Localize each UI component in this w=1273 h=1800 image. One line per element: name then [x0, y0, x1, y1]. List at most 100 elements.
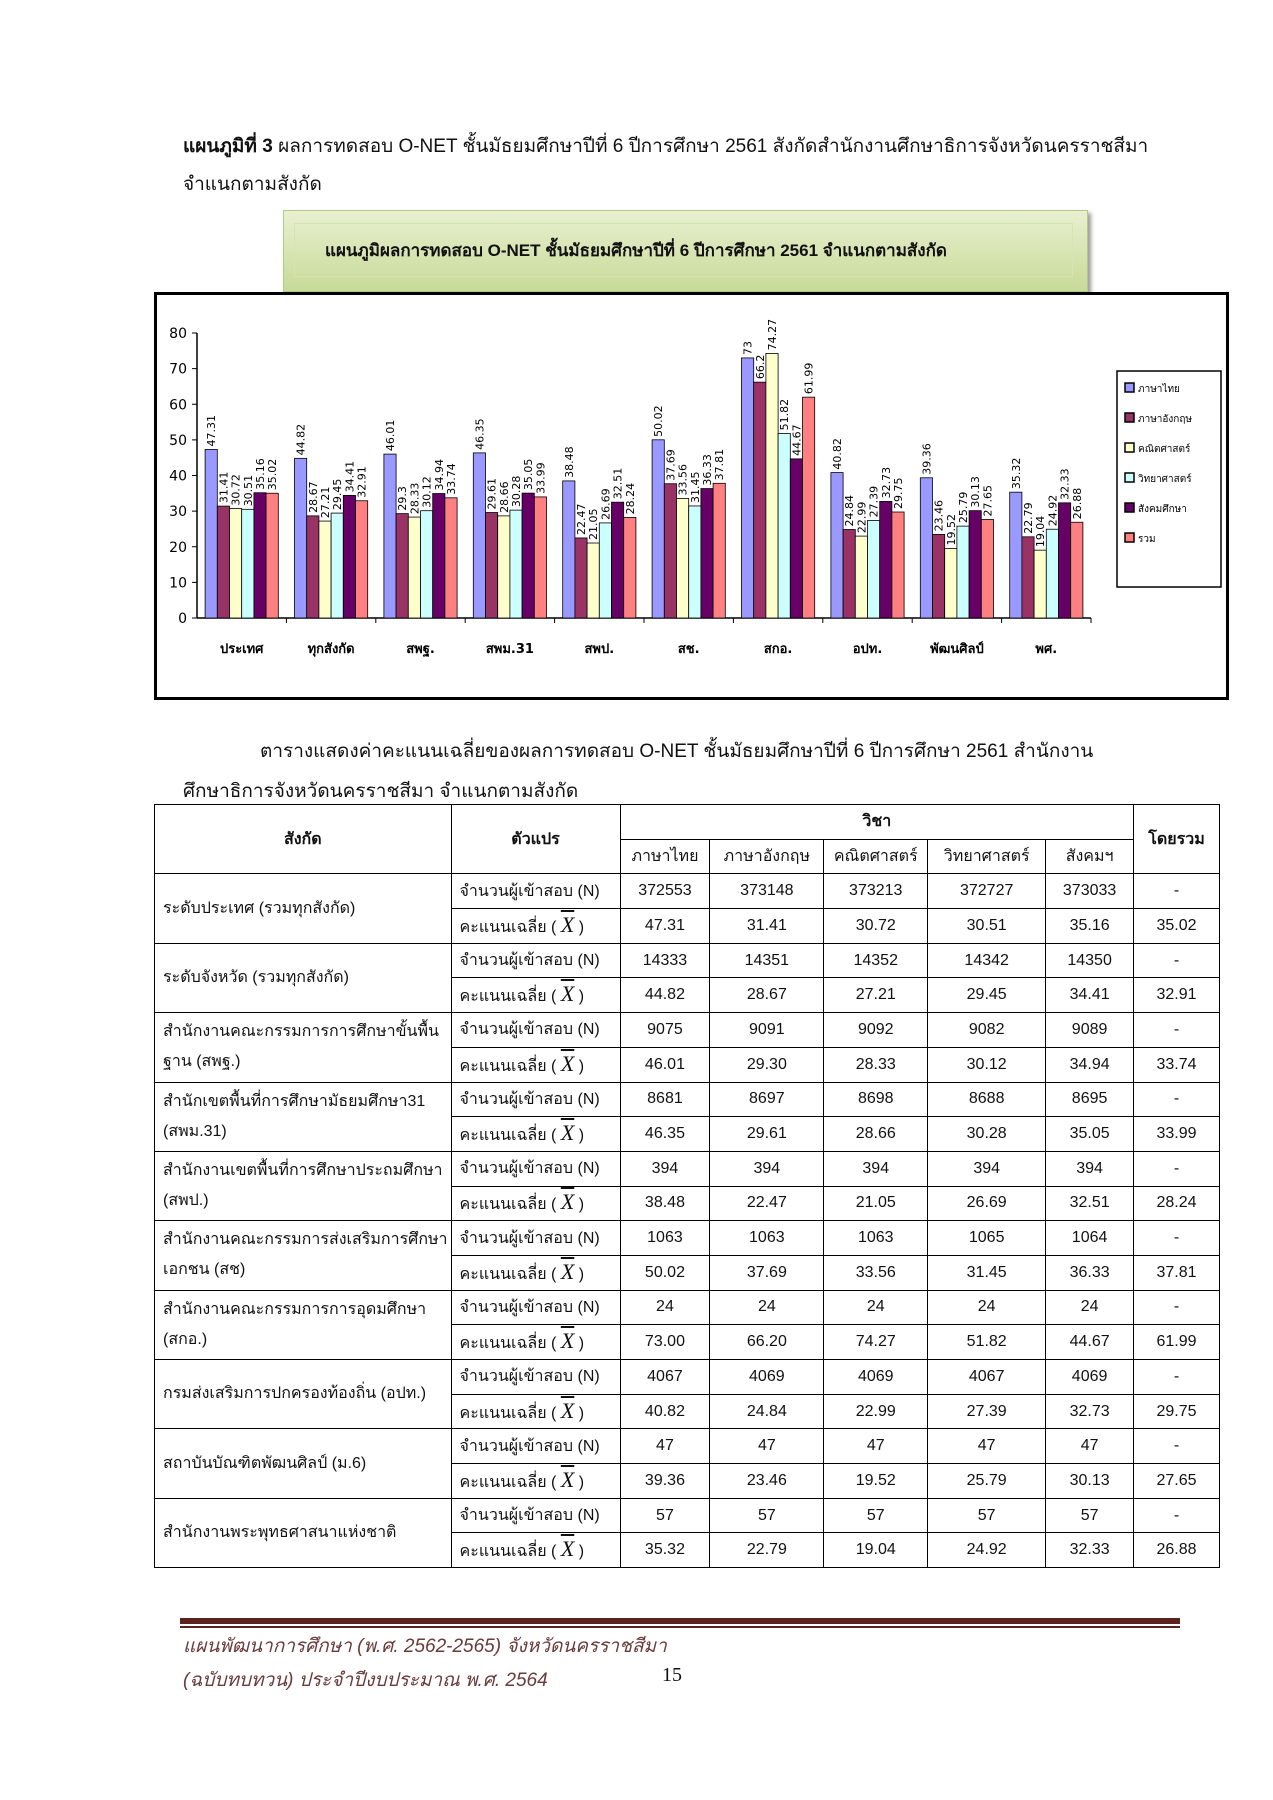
- footer-rule-thin: [180, 1626, 1180, 1628]
- x-tick-label: สพฐ.: [406, 642, 435, 658]
- data-label: 27.39: [868, 486, 881, 517]
- data-label: 33.56: [677, 464, 690, 496]
- org-name: สำนักงานพระพุทธศาสนาแห่งชาติ: [154, 1497, 452, 1569]
- cell-mean: 33.56: [823, 1254, 929, 1291]
- cell-mean: 33.74: [1133, 1046, 1220, 1083]
- data-label: 28.66: [498, 481, 511, 513]
- cell-n: 373148: [709, 873, 825, 910]
- bar: [342, 495, 356, 619]
- legend-label: คณิตศาสตร์: [1138, 443, 1191, 455]
- bar: [521, 492, 535, 619]
- org-name: สำนักเขตพื้นที่การศึกษามัธยมศึกษา31 (สพม…: [154, 1081, 452, 1152]
- label-n: จำนวนผู้เข้าสอบ (N): [450, 1012, 621, 1048]
- header-science: วิทยาศาสตร์: [927, 838, 1047, 875]
- cell-mean: 32.91: [1133, 977, 1220, 1014]
- data-label: 30.51: [242, 475, 255, 507]
- bar: [1045, 528, 1059, 619]
- label-mean-text: คะแนนเฉลี่ย (: [459, 1543, 557, 1561]
- table-row-n: ระดับประเทศ (รวมทุกสังกัด) จำนวนผู้เข้าสอ…: [154, 873, 1220, 944]
- cell-n: 373033: [1045, 873, 1135, 910]
- data-label: 66.2: [754, 355, 767, 380]
- label-mean: คะแนนเฉลี่ย ( X ): [450, 1463, 621, 1499]
- data-label: 30.13: [969, 476, 982, 508]
- header-math: คณิตศาสตร์: [823, 838, 929, 875]
- bar: [253, 492, 267, 619]
- data-label: 34.41: [343, 461, 356, 493]
- cell-mean: 37.69: [709, 1254, 825, 1291]
- cell-n: -: [1133, 1497, 1220, 1534]
- cell-n: 57: [823, 1497, 929, 1534]
- bar: [407, 516, 421, 619]
- bar: [663, 483, 677, 619]
- y-tick-label: 30: [169, 504, 187, 520]
- bar: [753, 381, 767, 619]
- cell-mean: 47.31: [619, 908, 711, 944]
- bar: [611, 501, 625, 619]
- label-mean-close: ): [578, 1335, 585, 1353]
- bar: [497, 515, 511, 619]
- legend-swatch: [1124, 532, 1135, 543]
- header-social: สังคมฯ: [1045, 838, 1135, 875]
- label-n: จำนวนผู้เข้าสอบ (N): [450, 1081, 621, 1118]
- y-tick-label: 80: [169, 326, 187, 342]
- cell-mean: 46.01: [619, 1046, 711, 1083]
- data-label: 32.33: [1059, 468, 1072, 500]
- label-mean-text: คะแนนเฉลี่ย (: [459, 988, 557, 1006]
- bar: [712, 482, 726, 619]
- caption-line-2: ศึกษาธิการจังหวัดนครราชสีมา จำแนกตามสังก…: [183, 781, 579, 802]
- data-label: 28.33: [408, 483, 421, 514]
- bar: [765, 353, 779, 619]
- cell-n: 4067: [927, 1359, 1047, 1395]
- org-name: สำนักงานคณะกรรมการส่งเสริมการศึกษาเอกชน …: [154, 1220, 452, 1291]
- data-label: 27.65: [981, 485, 994, 517]
- y-tick-label: 50: [169, 433, 187, 449]
- table-row-mean: คะแนนเฉลี่ย ( X ) 47.31 31.41 30.72 30.51 35.…: [155, 908, 1220, 944]
- cell-mean: 27.65: [1133, 1463, 1220, 1499]
- cell-n: 4069: [709, 1359, 825, 1395]
- cell-n: -: [1133, 1220, 1220, 1256]
- cell-mean: 29.75: [1133, 1393, 1220, 1430]
- y-tick-label: 40: [169, 469, 187, 485]
- data-label: 35.05: [522, 459, 535, 491]
- org-name: สถาบันบัณฑิตพัฒนศิลป์ (ม.6): [154, 1428, 452, 1499]
- cell-mean: 30.51: [927, 908, 1047, 944]
- table-row-n: สถาบันบัณฑิตพัฒนศิลป์ (ม.6) จำนวนผู้เข้าส…: [154, 1428, 1220, 1499]
- label-mean-close: ): [578, 1265, 585, 1283]
- cell-mean: 38.48: [619, 1185, 711, 1222]
- footer-rule: [180, 1618, 1180, 1624]
- label-mean-text: คะแนนเฉลี่ย (: [459, 1335, 557, 1353]
- cell-n: 57: [709, 1497, 825, 1534]
- cell-mean: 36.33: [1045, 1254, 1135, 1291]
- x-bar-symbol: X: [560, 911, 575, 937]
- cell-mean: 46.35: [619, 1116, 711, 1152]
- header-thai: ภาษาไทย: [619, 838, 711, 875]
- label-mean: คะแนนเฉลี่ย ( X ): [450, 1046, 621, 1083]
- label-n: จำนวนผู้เข้าสอบ (N): [450, 1150, 621, 1187]
- table-row-mean: คะแนนเฉลี่ย ( X ) 46.01 29.30 28.33 30.12 34.…: [155, 1046, 1220, 1083]
- cell-mean: 37.81: [1133, 1254, 1220, 1291]
- data-label: 24.84: [843, 495, 856, 527]
- data-label: 73: [742, 341, 755, 355]
- table-row-mean: คะแนนเฉลี่ย ( X ) 44.82 28.67 27.21 29.45 34.…: [155, 977, 1220, 1014]
- y-tick-label: 0: [178, 611, 187, 627]
- cell-n: 47: [1045, 1428, 1135, 1465]
- cell-n: -: [1133, 942, 1220, 979]
- x-tick-label: สช.: [678, 642, 700, 657]
- label-mean: คะแนนเฉลี่ย ( X ): [450, 1254, 621, 1291]
- org-name: สำนักงานเขตพื้นที่การศึกษาประถมศึกษา (สพ…: [154, 1150, 452, 1222]
- cell-n: 14352: [823, 942, 929, 979]
- footer-line-2: (ฉบับทบทวน) ประจำปีงบประมาณ พ.ศ. 2564: [183, 1670, 548, 1691]
- bar: [444, 497, 458, 619]
- page-number: 15: [662, 1664, 682, 1686]
- data-label: 28.67: [307, 481, 320, 513]
- table-row-mean: คะแนนเฉลี่ย ( X ) 73.00 66.20 74.27 51.82 44.…: [155, 1324, 1220, 1360]
- cell-n: 9075: [619, 1012, 711, 1048]
- label-mean-text: คะแนนเฉลี่ย (: [459, 1057, 557, 1075]
- label-mean-close: ): [578, 1473, 585, 1491]
- header-subject: วิชา: [619, 804, 1135, 840]
- cell-n: 1063: [709, 1220, 825, 1256]
- cell-n: -: [1133, 1150, 1220, 1187]
- bar: [1033, 549, 1047, 619]
- x-bar-symbol: X: [560, 1466, 575, 1492]
- cell-mean: 24.92: [927, 1532, 1047, 1569]
